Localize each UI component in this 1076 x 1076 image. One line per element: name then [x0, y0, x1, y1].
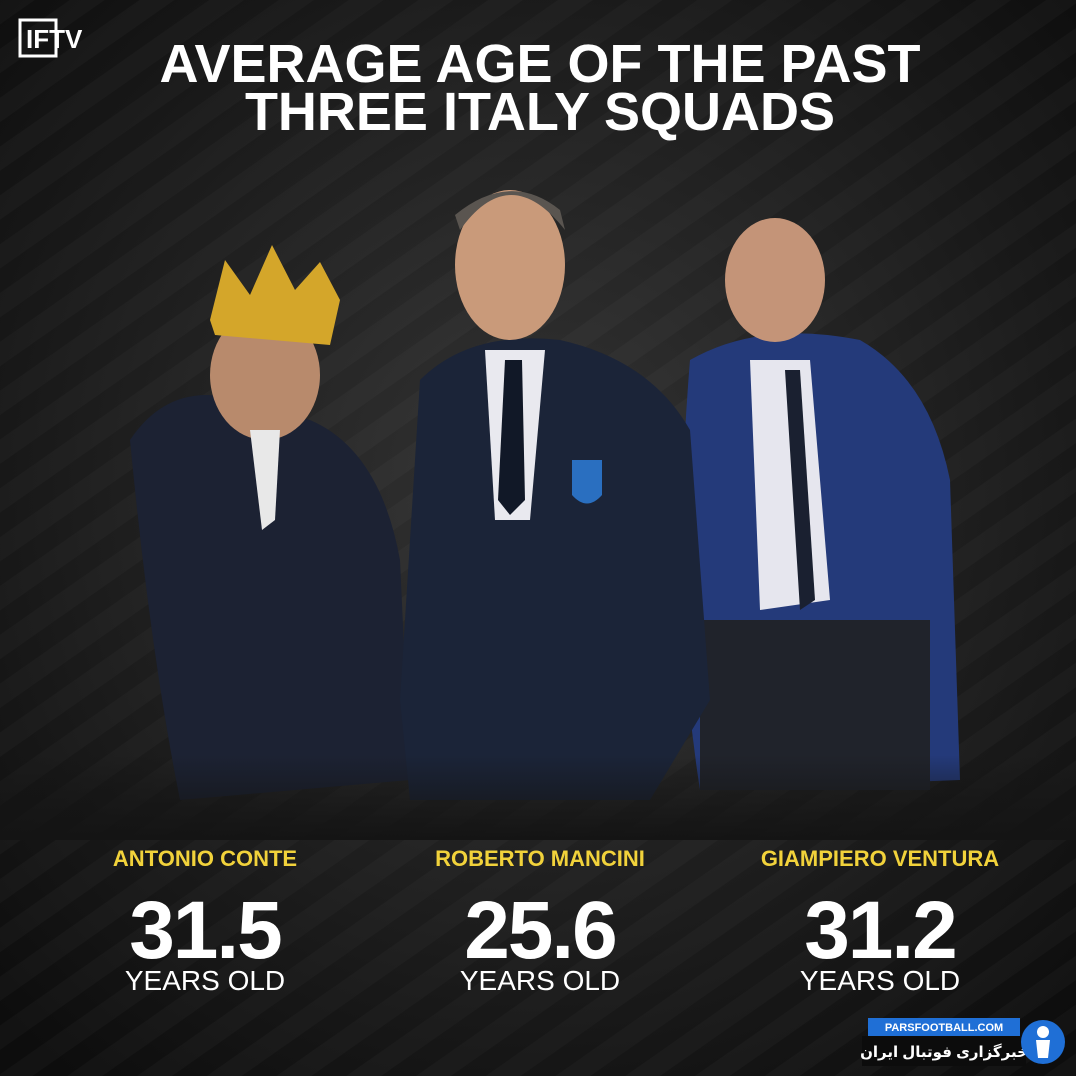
- watermark-site: PARSFOOTBALL.COM: [885, 1022, 1003, 1034]
- manager-name: ROBERTO MANCINI: [435, 846, 645, 871]
- average-age: 31.2: [804, 885, 956, 976]
- watermark-icon-head: [1037, 1026, 1049, 1038]
- title-line: THREE ITALY SQUADS: [245, 82, 835, 142]
- age-unit: YEARS OLD: [800, 965, 960, 996]
- manager-name: ANTONIO CONTE: [113, 846, 297, 871]
- age-unit: YEARS OLD: [125, 965, 285, 996]
- logo: IFTV: [26, 24, 83, 54]
- watermark-icon-body: [1036, 1040, 1050, 1058]
- logo-frame: [18, 18, 58, 58]
- average-age: 25.6: [464, 885, 616, 976]
- average-age: 31.5: [129, 885, 281, 976]
- figure-fade: [0, 500, 1076, 840]
- manager-name: GIAMPIERO VENTURA: [761, 846, 999, 871]
- watermark-box: [862, 1036, 1026, 1066]
- title-line: AVERAGE AGE OF THE PAST: [159, 34, 920, 94]
- watermark-bar: [868, 1018, 1020, 1036]
- watermark-tagline: خبرگزاری فوتبال ایران: [860, 1043, 1028, 1061]
- age-unit: YEARS OLD: [460, 965, 620, 996]
